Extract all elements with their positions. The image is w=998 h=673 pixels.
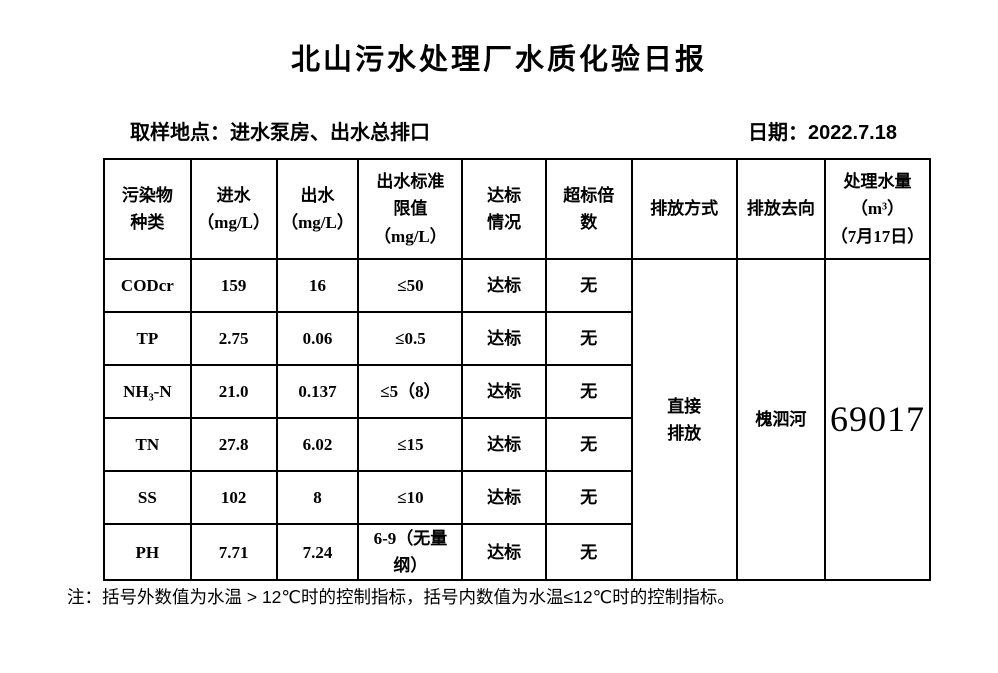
- cell-discharge-mode: 直接 排放: [630, 257, 738, 582]
- water-quality-table: 污染物 种类 进水 （mg/L） 出水 （mg/L） 出水标准 限值 （mg/L…: [103, 158, 931, 582]
- cell-outflow: 0.137: [275, 364, 360, 419]
- cell-status: 达标: [461, 364, 547, 419]
- col-header-discharge-mode: 排放方式: [630, 158, 738, 260]
- cell-pollutant: CODcr: [103, 258, 192, 313]
- page-title: 北山污水处理厂水质化验日报: [290, 44, 707, 76]
- cell-outflow: 8: [275, 470, 360, 525]
- cell-exceed-ratio: 无: [544, 258, 633, 313]
- table-row-tn: TN 27.8 6.02 ≤15 达标 无: [103, 417, 930, 472]
- cell-outflow: 16: [275, 258, 360, 313]
- cell-limit: ≤0.5: [357, 311, 464, 366]
- col-header-volume: 处理水量 （m³） （7月17日）: [824, 158, 931, 260]
- cell-status: 达标: [461, 258, 547, 313]
- cell-inflow: 21.0: [189, 364, 278, 419]
- cell-inflow: 7.71: [189, 522, 278, 582]
- cell-outflow: 0.06: [275, 311, 360, 366]
- cell-exceed-ratio: 无: [544, 311, 633, 366]
- cell-pollutant: NH₃-N: [103, 364, 192, 419]
- col-header-status: 达标 情况: [461, 158, 547, 260]
- col-header-destination: 排放去向: [735, 158, 827, 260]
- cell-limit: ≤10: [357, 470, 464, 525]
- table-row-codcr: CODcr 159 16 ≤50 达标 无 直接 排放 槐泗河 69017: [103, 257, 931, 582]
- table-row-ss: SS 102 8 ≤10 达标 无: [103, 470, 930, 525]
- footnote: 注：括号外数值为水温 > 12℃时的控制指标，括号内数值为水温≤12℃时的控制指…: [67, 587, 735, 607]
- header-row: 污染物 种类 进水 （mg/L） 出水 （mg/L） 出水标准 限值 （mg/L…: [103, 158, 931, 260]
- cell-limit: ≤50: [357, 258, 464, 313]
- col-header-inflow: 进水 （mg/L）: [189, 158, 278, 260]
- cell-inflow: 159: [189, 258, 278, 313]
- report-date-label: 日期：2022.7.18: [748, 122, 897, 144]
- table-row-ph: PH 7.71 7.24 6-9（无量纲） 达标 无: [103, 522, 930, 582]
- col-header-exceed-ratio: 超标倍 数: [544, 158, 633, 260]
- cell-status: 达标: [461, 470, 547, 525]
- meta-row: 取样地点：进水泵房、出水总排口 日期：2022.7.18: [103, 116, 931, 145]
- cell-pollutant: TP: [103, 311, 192, 366]
- cell-destination: 槐泗河: [735, 257, 827, 582]
- cell-exceed-ratio: 无: [544, 417, 633, 472]
- cell-volume: 69017: [824, 257, 931, 582]
- col-header-limit: 出水标准 限值 （mg/L）: [357, 158, 464, 260]
- cell-status: 达标: [461, 311, 547, 366]
- cell-pollutant: SS: [103, 470, 192, 525]
- cell-limit: ≤5（8）: [357, 364, 464, 419]
- cell-status: 达标: [461, 522, 547, 582]
- cell-inflow: 27.8: [189, 417, 278, 472]
- cell-status: 达标: [461, 417, 547, 472]
- cell-limit: 6-9（无量纲）: [357, 522, 464, 582]
- cell-outflow: 7.24: [275, 522, 360, 582]
- col-header-pollutant: 污染物 种类: [103, 158, 192, 260]
- cell-outflow: 6.02: [275, 417, 360, 472]
- cell-exceed-ratio: 无: [544, 470, 633, 525]
- cell-inflow: 2.75: [189, 311, 278, 366]
- table-row-nh3n: NH₃-N 21.0 0.137 ≤5（8） 达标 无: [103, 364, 930, 419]
- cell-inflow: 102: [189, 470, 278, 525]
- cell-pollutant: PH: [103, 522, 192, 582]
- cell-pollutant: TN: [103, 417, 192, 472]
- table-row-tp: TP 2.75 0.06 ≤0.5 达标 无: [103, 311, 930, 366]
- cell-exceed-ratio: 无: [544, 522, 633, 582]
- cell-exceed-ratio: 无: [544, 364, 633, 419]
- sampling-location-label: 取样地点：进水泵房、出水总排口: [130, 122, 430, 144]
- cell-limit: ≤15: [357, 417, 464, 472]
- col-header-outflow: 出水 （mg/L）: [275, 158, 360, 260]
